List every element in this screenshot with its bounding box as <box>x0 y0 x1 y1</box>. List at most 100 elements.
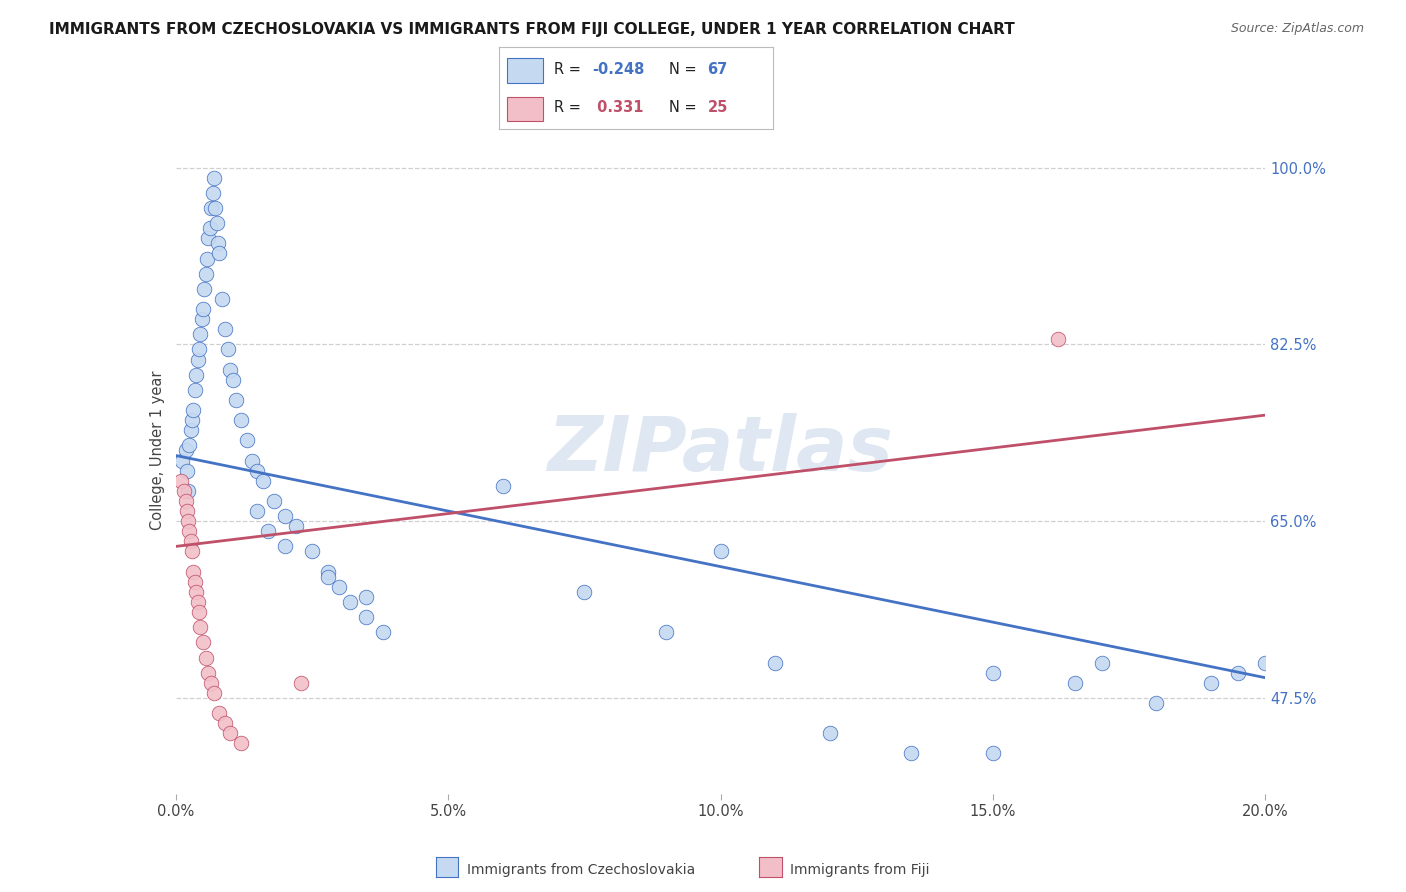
Point <box>205 216 228 230</box>
Text: N =: N = <box>669 100 702 115</box>
Point <box>214 716 236 731</box>
Text: ZIPatlas: ZIPatlas <box>547 414 894 487</box>
Point <box>1227 665 1250 680</box>
Point <box>252 474 274 488</box>
Text: R =: R = <box>554 62 585 78</box>
Bar <box>508 58 543 83</box>
Point <box>188 620 211 634</box>
Point <box>170 474 193 488</box>
Point <box>202 686 225 700</box>
Text: 67: 67 <box>707 62 728 78</box>
Point <box>257 524 280 539</box>
Point <box>1144 696 1167 710</box>
Point <box>211 292 233 306</box>
Text: 0.331: 0.331 <box>592 100 644 115</box>
Point <box>174 443 197 458</box>
Point <box>231 736 253 750</box>
Point <box>1199 675 1222 690</box>
Point <box>492 479 515 493</box>
Point <box>176 464 198 478</box>
Point <box>208 246 231 260</box>
Point <box>193 282 215 296</box>
Point <box>219 362 242 376</box>
Point <box>187 343 209 357</box>
Point <box>318 570 340 584</box>
Text: R =: R = <box>554 100 585 115</box>
Point <box>900 747 922 761</box>
Point <box>204 201 226 215</box>
Point <box>217 343 239 357</box>
Text: 25: 25 <box>707 100 728 115</box>
Point <box>200 675 222 690</box>
Point <box>274 540 297 554</box>
Point <box>214 322 236 336</box>
Point <box>207 236 229 251</box>
Point <box>284 519 307 533</box>
Point <box>274 509 297 524</box>
Point <box>172 453 194 467</box>
Point <box>231 413 253 427</box>
Point <box>763 656 786 670</box>
Point <box>235 434 257 448</box>
Point <box>186 368 208 382</box>
Point <box>222 373 245 387</box>
Point <box>198 221 221 235</box>
Point <box>263 494 285 508</box>
Point <box>574 585 596 599</box>
Point <box>181 544 204 558</box>
Point <box>200 201 222 215</box>
Point <box>188 327 211 342</box>
Text: N =: N = <box>669 62 702 78</box>
Point <box>208 706 231 720</box>
Point <box>173 483 195 498</box>
Point <box>180 423 202 437</box>
Point <box>181 403 204 417</box>
Point <box>371 625 394 640</box>
Point <box>191 312 214 326</box>
Point <box>301 544 323 558</box>
Point <box>290 675 312 690</box>
Point <box>1091 656 1114 670</box>
Point <box>179 438 201 452</box>
Point <box>655 625 678 640</box>
Point <box>201 186 224 200</box>
Point <box>1254 656 1277 670</box>
Point <box>202 170 225 185</box>
Point <box>318 565 340 579</box>
Point <box>179 524 201 539</box>
Point <box>181 413 204 427</box>
Point <box>186 352 209 367</box>
Point <box>225 392 247 407</box>
Y-axis label: College, Under 1 year: College, Under 1 year <box>149 371 165 530</box>
Point <box>1063 675 1085 690</box>
Point <box>181 565 204 579</box>
Text: Source: ZipAtlas.com: Source: ZipAtlas.com <box>1230 22 1364 36</box>
Point <box>186 585 208 599</box>
Point <box>818 726 841 740</box>
Point <box>194 650 217 665</box>
Point <box>328 580 350 594</box>
Point <box>187 605 209 619</box>
Point <box>981 665 1004 680</box>
Point <box>177 483 200 498</box>
Point <box>186 595 209 609</box>
Text: Immigrants from Fiji: Immigrants from Fiji <box>790 863 929 877</box>
Text: IMMIGRANTS FROM CZECHOSLOVAKIA VS IMMIGRANTS FROM FIJI COLLEGE, UNDER 1 YEAR COR: IMMIGRANTS FROM CZECHOSLOVAKIA VS IMMIGR… <box>49 22 1015 37</box>
Point <box>356 590 378 604</box>
Point <box>176 504 198 518</box>
Point <box>981 747 1004 761</box>
Point <box>710 544 733 558</box>
Point <box>240 453 263 467</box>
Bar <box>508 96 543 121</box>
Point <box>184 383 207 397</box>
Point <box>191 301 214 316</box>
Point <box>197 665 219 680</box>
Point <box>177 514 200 528</box>
Point <box>219 726 242 740</box>
Point <box>174 494 197 508</box>
Point <box>195 252 218 266</box>
Text: -0.248: -0.248 <box>592 62 645 78</box>
Point <box>246 504 269 518</box>
Point <box>194 267 217 281</box>
Text: Immigrants from Czechoslovakia: Immigrants from Czechoslovakia <box>467 863 695 877</box>
